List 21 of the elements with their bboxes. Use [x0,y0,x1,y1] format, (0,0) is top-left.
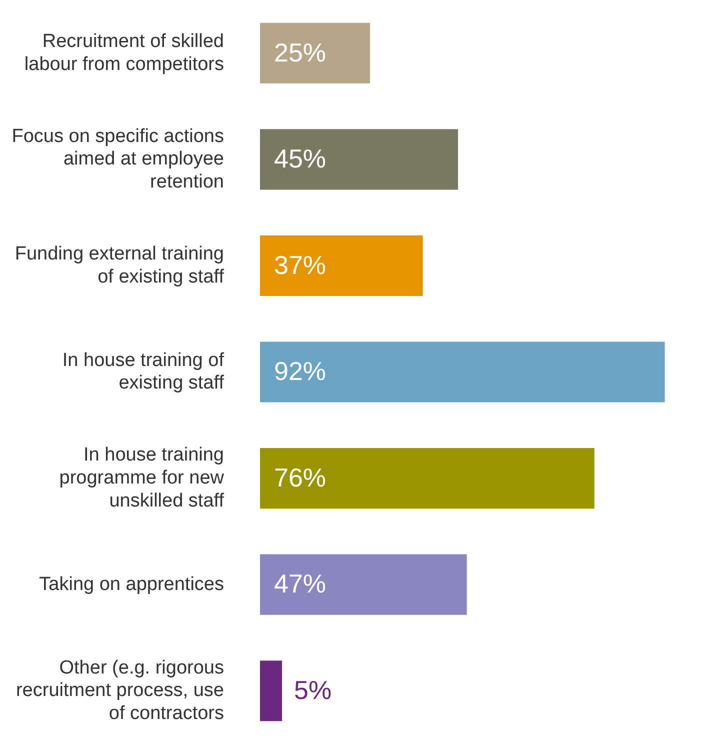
y-tick-label: In house training of existing staff [62,350,225,394]
bar [260,448,594,509]
data-label: 47% [274,568,326,599]
y-tick-label: Recruitment of skilled labour from competitors [24,30,224,75]
data-label: 76% [274,462,326,492]
bar [260,22,370,84]
data-label: 45% [274,144,326,174]
data-label: 25% [274,37,326,68]
bar [260,129,458,190]
data-label: 92% [274,356,326,386]
bar [260,342,665,402]
y-tick-label: Other (e.g. rigorous recruitment process, use of contractors [16,657,224,724]
y-tick-label: In house training programme for new unskilled staff [59,444,225,512]
data-label: 5% [294,675,332,706]
y-tick-label: Taking on apprentices [39,574,224,595]
bar [260,235,423,296]
bar [260,660,282,722]
y-tick-label: Funding external training of existing staff [14,244,225,288]
data-label: 37% [274,250,326,280]
y-tick-label: Focus on specific actions aimed at employee retention [12,126,224,192]
bar [260,554,467,615]
